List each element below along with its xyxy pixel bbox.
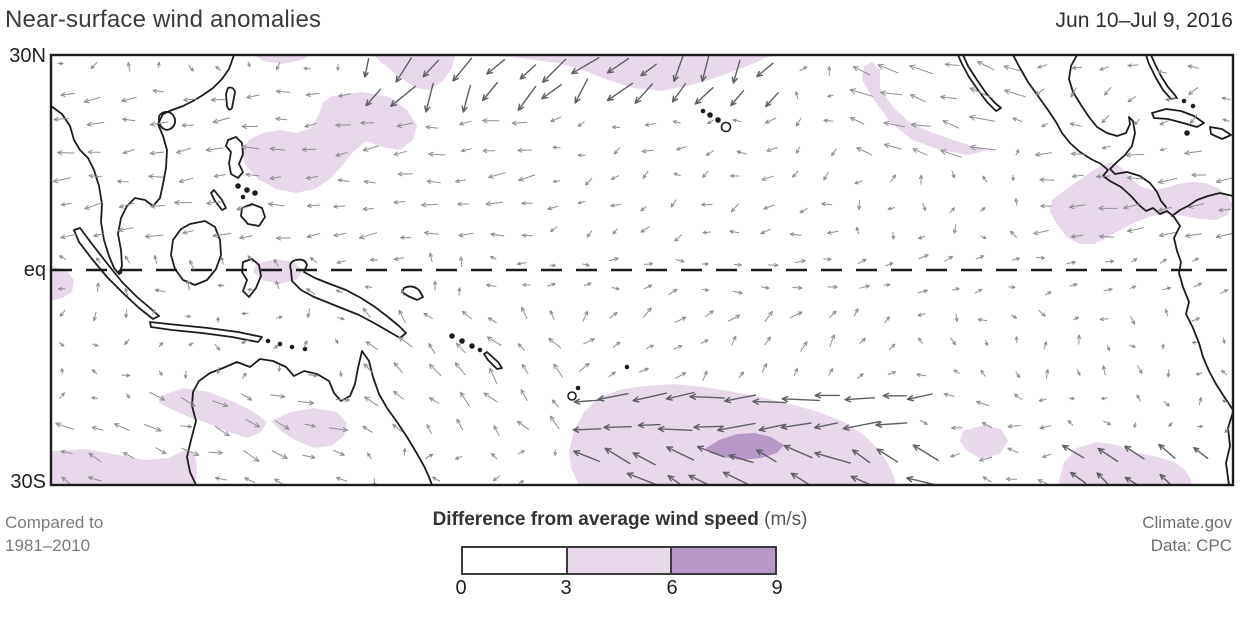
lat-label-30s: 30S bbox=[10, 471, 46, 493]
lat-label-equator: eq bbox=[23, 259, 46, 281]
legend-title-unit: (m/s) bbox=[764, 509, 808, 530]
wind-anomaly-map bbox=[49, 53, 1235, 487]
legend-colorbar bbox=[461, 546, 777, 575]
legend-tick-0: 0 bbox=[455, 577, 467, 599]
legend-tick-3: 3 bbox=[560, 577, 572, 599]
wind-arrows bbox=[52, 55, 1233, 485]
lat-label-30n: 30N bbox=[9, 45, 46, 67]
source-site: Climate.gov bbox=[1142, 513, 1232, 532]
baseline-period: 1981–2010 bbox=[5, 536, 91, 555]
baseline-label: Compared to bbox=[5, 513, 104, 532]
legend-cell-3-6 bbox=[565, 548, 671, 573]
legend-cell-6-9 bbox=[670, 548, 776, 573]
legend-cell-0-3 bbox=[463, 548, 566, 573]
baseline-note: Compared to 1981–2010 bbox=[5, 511, 103, 557]
legend-title: Difference from average wind speed (m/s) bbox=[310, 509, 930, 531]
source-note: Climate.gov Data: CPC bbox=[1142, 511, 1232, 557]
legend-ticks: 0 3 6 9 bbox=[455, 577, 782, 601]
legend-title-text: Difference from average wind speed bbox=[432, 509, 759, 530]
anomaly-shading bbox=[51, 55, 1232, 485]
source-data: Data: CPC bbox=[1150, 536, 1232, 555]
coastlines bbox=[51, 55, 1233, 485]
date-range-label: Jun 10–Jul 9, 2016 bbox=[1055, 9, 1233, 32]
legend-tick-9: 9 bbox=[771, 577, 783, 599]
map-frame bbox=[49, 53, 1235, 487]
legend-tick-6: 6 bbox=[666, 577, 678, 599]
page-title: Near-surface wind anomalies bbox=[5, 6, 322, 33]
